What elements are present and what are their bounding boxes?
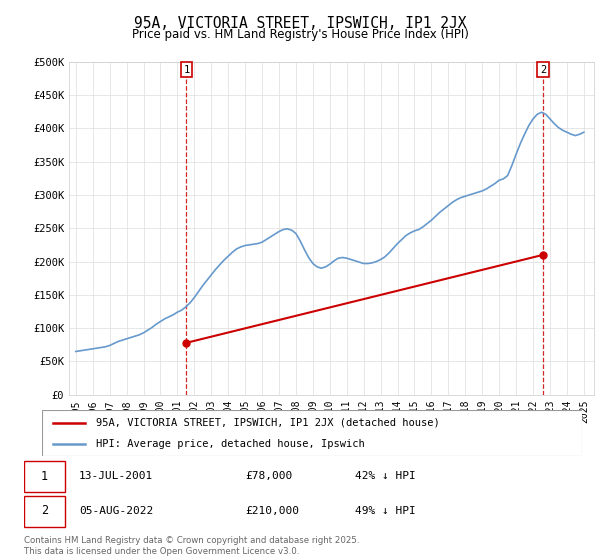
Text: 1: 1 (183, 64, 190, 74)
Text: 1: 1 (41, 469, 48, 483)
Text: 05-AUG-2022: 05-AUG-2022 (79, 506, 154, 516)
Text: 2: 2 (540, 64, 546, 74)
Text: 95A, VICTORIA STREET, IPSWICH, IP1 2JX (detached house): 95A, VICTORIA STREET, IPSWICH, IP1 2JX (… (96, 418, 440, 428)
Text: 2: 2 (41, 505, 48, 517)
Text: £78,000: £78,000 (245, 471, 292, 481)
Text: 42% ↓ HPI: 42% ↓ HPI (355, 471, 416, 481)
Text: Contains HM Land Registry data © Crown copyright and database right 2025.
This d: Contains HM Land Registry data © Crown c… (24, 536, 359, 556)
Text: £210,000: £210,000 (245, 506, 299, 516)
Text: 95A, VICTORIA STREET, IPSWICH, IP1 2JX: 95A, VICTORIA STREET, IPSWICH, IP1 2JX (134, 16, 466, 31)
Text: 13-JUL-2001: 13-JUL-2001 (79, 471, 154, 481)
Text: Price paid vs. HM Land Registry's House Price Index (HPI): Price paid vs. HM Land Registry's House … (131, 28, 469, 41)
FancyBboxPatch shape (24, 461, 65, 492)
Text: HPI: Average price, detached house, Ipswich: HPI: Average price, detached house, Ipsw… (96, 439, 365, 449)
Text: 49% ↓ HPI: 49% ↓ HPI (355, 506, 416, 516)
FancyBboxPatch shape (24, 496, 65, 527)
